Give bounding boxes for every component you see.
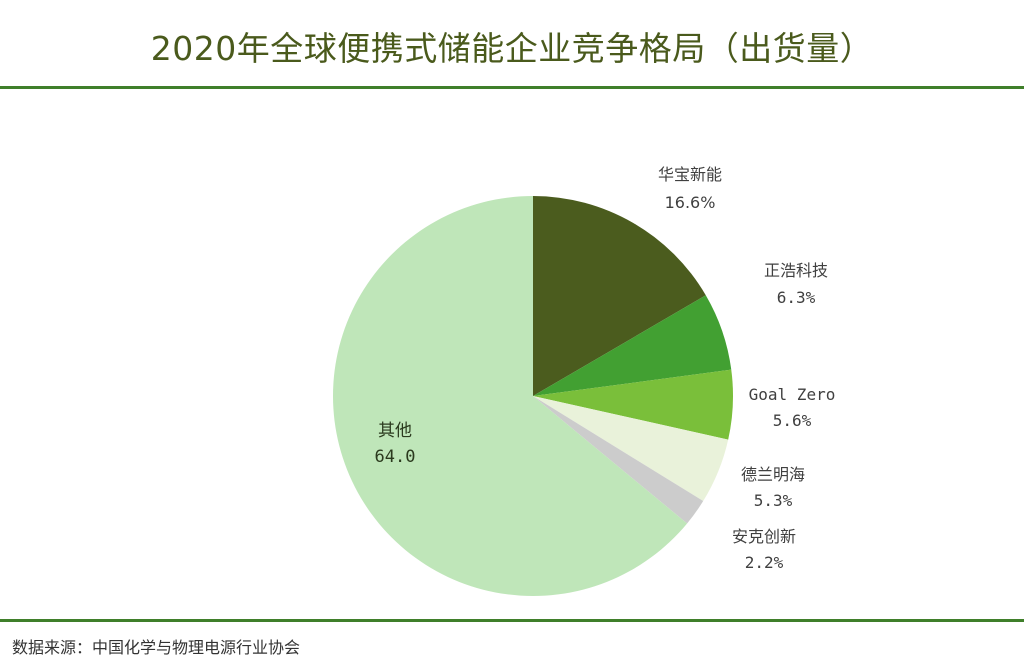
slice-category-label: 安克创新: [732, 527, 796, 546]
pie-slice: [333, 196, 688, 597]
pie-slice: [533, 396, 704, 524]
slice-category-label: 华宝新能: [658, 165, 722, 184]
title-divider: [0, 86, 1024, 89]
slice-category-label: 德兰明海: [741, 465, 805, 484]
footer-divider: [0, 619, 1024, 622]
data-source-note: 数据来源：中国化学与物理电源行业协会: [12, 638, 301, 657]
pie-slice: [533, 196, 706, 396]
slice-category-label: 其他: [378, 421, 412, 441]
chart-title: 2020年全球便携式储能企业竞争格局（出货量）: [150, 29, 874, 68]
slice-value-label: 64.0: [375, 447, 416, 467]
pie-slice: [533, 396, 729, 502]
pie-slice: [533, 295, 732, 396]
slice-value-label: 5.3%: [754, 491, 793, 510]
slice-value-label: 6.3%: [777, 288, 816, 307]
slice-value-label: 2.2%: [745, 553, 784, 572]
slice-category-label: Goal Zero: [749, 385, 836, 404]
slice-category-label: 正浩科技: [764, 261, 828, 280]
pie-slice: [533, 369, 733, 440]
slice-value-label: 16.6%: [665, 193, 716, 212]
slice-value-label: 5.6%: [773, 411, 812, 430]
